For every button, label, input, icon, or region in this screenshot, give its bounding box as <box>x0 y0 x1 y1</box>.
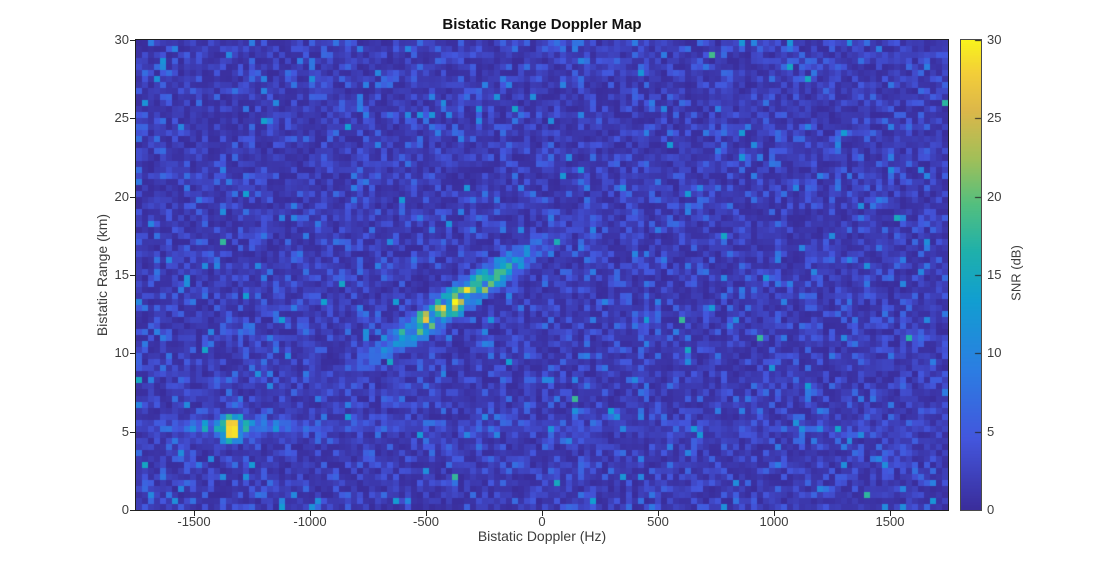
tick-mark <box>130 353 135 354</box>
y-tick-label: 15 <box>114 267 129 282</box>
x-tick-label: 1500 <box>875 514 905 529</box>
tick-mark <box>194 511 195 516</box>
tick-mark <box>542 511 543 516</box>
colorbar-tick-label: 10 <box>987 345 1002 360</box>
x-tick-label: 1000 <box>759 514 789 529</box>
tick-mark <box>130 197 135 198</box>
colorbar <box>960 39 982 511</box>
x-tick-label: 500 <box>647 514 669 529</box>
y-tick-label: 5 <box>121 424 129 439</box>
y-tick-label: 10 <box>114 345 129 360</box>
x-tick-label: -1000 <box>293 514 327 529</box>
x-tick-label: -500 <box>412 514 440 529</box>
colorbar-tick-label: 30 <box>987 32 1002 47</box>
chart-title: Bistatic Range Doppler Map <box>442 16 642 33</box>
tick-mark <box>310 511 311 516</box>
tick-mark <box>426 511 427 516</box>
y-tick-label: 25 <box>114 110 129 125</box>
colorbar-tick-label: 0 <box>987 502 995 517</box>
colorbar-label: SNR (dB) <box>1008 245 1024 301</box>
colorbar-tick-label: 15 <box>987 267 1002 282</box>
tick-mark <box>130 275 135 276</box>
colorbar-tick-label: 5 <box>987 424 995 439</box>
tick-mark <box>130 40 135 41</box>
x-tick-label: 0 <box>538 514 546 529</box>
tick-mark <box>890 511 891 516</box>
y-tick-label: 0 <box>121 502 129 517</box>
tick-mark <box>130 432 135 433</box>
x-axis-label: Bistatic Doppler (Hz) <box>477 528 607 544</box>
tick-mark <box>658 511 659 516</box>
x-tick-label: -1500 <box>177 514 211 529</box>
y-tick-label: 20 <box>114 189 129 204</box>
tick-mark <box>774 511 775 516</box>
range-doppler-heatmap <box>135 39 949 511</box>
colorbar-tick-label: 20 <box>987 189 1002 204</box>
y-tick-label: 30 <box>114 32 129 47</box>
tick-mark <box>130 118 135 119</box>
tick-mark <box>130 510 135 511</box>
colorbar-tick-label: 25 <box>987 110 1002 125</box>
